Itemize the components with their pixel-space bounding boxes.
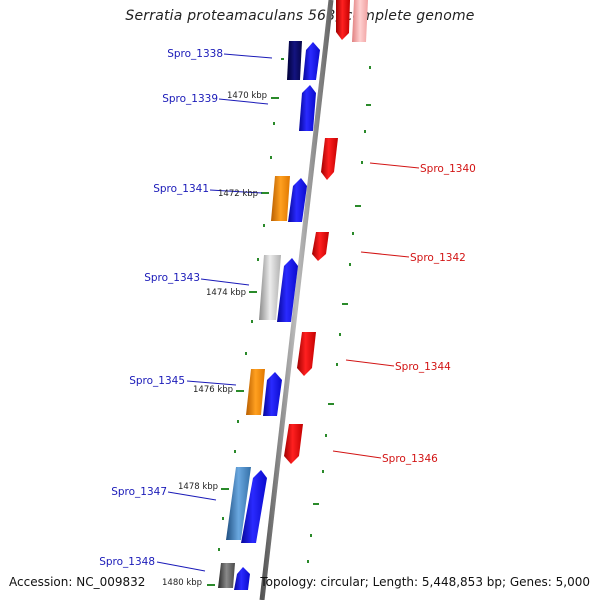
genome-backbone [259,0,334,600]
scale-label: 1472 kbp [218,189,258,199]
forward-genes [234,42,320,590]
gene-label-spro-1348: Spro_1348 [99,556,155,568]
gene-label-spro-1343: Spro_1343 [144,272,200,284]
tick-ring-inner [207,58,284,586]
leader-lines-left [156,53,273,572]
scale-label: 1478 kbp [178,482,218,492]
scale-label: 1474 kbp [206,288,246,298]
accession-label: Accession: NC_009832 [9,575,146,589]
gene-label-spro-1338: Spro_1338 [167,48,223,60]
scale-label: 1480 kbp [162,578,202,588]
genome-summary: Topology: circular; Length: 5,448,853 bp… [260,575,590,589]
leader-lines-right [332,162,420,459]
gene-label-spro-1344: Spro_1344 [395,361,451,373]
gene-label-spro-1341: Spro_1341 [153,183,209,195]
gene-label-spro-1342: Spro_1342 [410,252,466,264]
gene-label-spro-1340: Spro_1340 [420,163,476,175]
scale-label: 1470 kbp [227,91,267,101]
cog-gene-bars [218,41,302,588]
gene-label-spro-1346: Spro_1346 [382,453,438,465]
gene-label-spro-1347: Spro_1347 [111,486,167,498]
genome-title: Serratia proteamaculans 568, complete ge… [125,8,475,24]
gene-top-reverse [336,0,368,42]
tick-ring-outer [307,66,371,563]
reverse-genes [284,138,338,464]
gene-label-spro-1339: Spro_1339 [162,93,218,105]
scale-label: 1476 kbp [193,385,233,395]
gene-label-spro-1345: Spro_1345 [129,375,185,387]
